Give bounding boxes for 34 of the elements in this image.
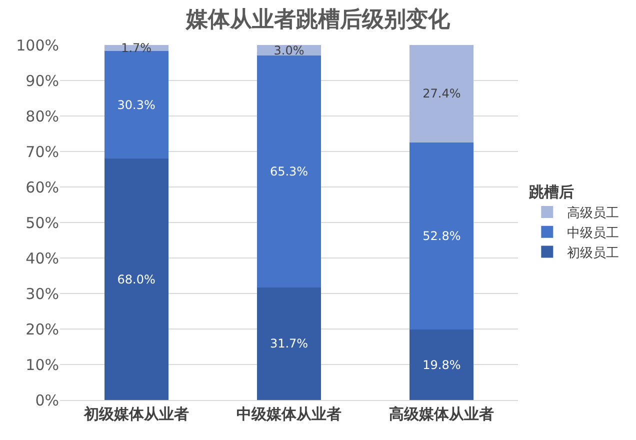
legend-label: 中级员工: [567, 226, 620, 241]
legend-title: 跳槽后: [528, 183, 574, 201]
x-tick-label: 中级媒体从业者: [236, 405, 342, 423]
data-label: 19.8%: [422, 358, 461, 372]
y-tick-label: 60%: [26, 178, 59, 196]
legend-label: 高级员工: [567, 205, 620, 222]
y-tick-label: 10%: [26, 356, 59, 374]
bar: [104, 158, 168, 400]
data-label: 3.0%: [274, 43, 304, 58]
data-label: 65.3%: [270, 164, 308, 179]
y-tick-label: 50%: [26, 214, 59, 232]
chart-title: 媒体从业者跳槽后级别变化: [185, 6, 451, 32]
y-tick-label: 20%: [26, 320, 59, 338]
data-label: 31.7%: [270, 336, 308, 351]
data-label: 52.8%: [422, 228, 461, 243]
x-tick-label: 高级媒体从业者: [389, 405, 494, 423]
x-tick-label: 初级媒体从业者: [82, 405, 189, 423]
y-tick-label: 80%: [26, 107, 59, 126]
data-label: 27.4%: [422, 86, 461, 101]
y-tick-label: 70%: [26, 142, 59, 161]
y-tick-label: 0%: [35, 391, 59, 410]
legend-label: 初级员工: [567, 246, 620, 261]
y-tick-label: 100%: [16, 36, 59, 54]
y-tick-label: 90%: [26, 72, 59, 90]
data-label: 30.3%: [117, 98, 156, 112]
data-label: 68.0%: [117, 272, 156, 286]
y-tick-label: 30%: [26, 284, 59, 303]
bar: [410, 142, 474, 330]
bar: [256, 287, 322, 400]
y-tick-label: 40%: [26, 249, 59, 268]
bar: [256, 56, 322, 288]
bar: [410, 45, 474, 142]
bar: [104, 51, 168, 159]
bar: [410, 330, 474, 400]
